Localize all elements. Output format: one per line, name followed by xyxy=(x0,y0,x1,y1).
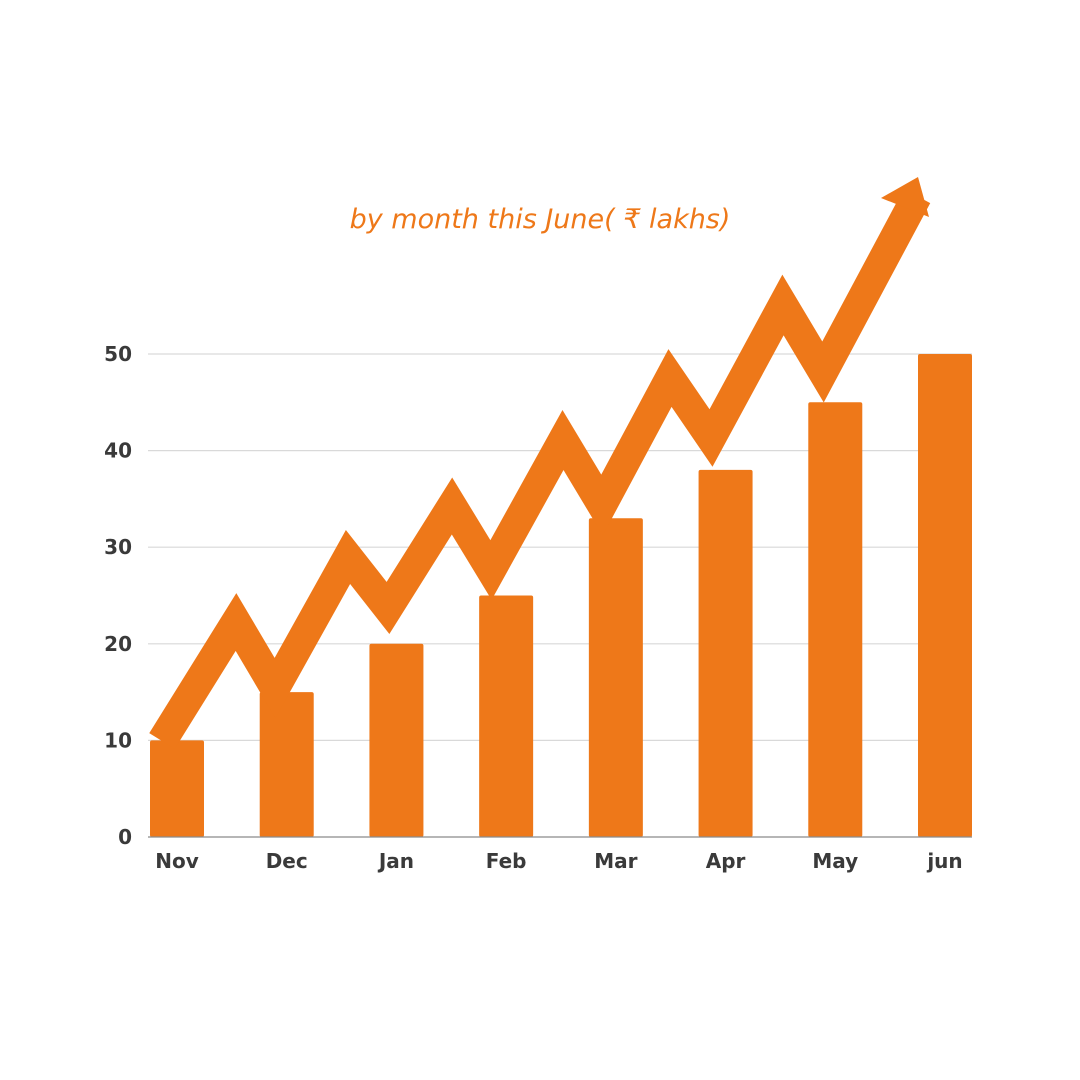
trend-arrowhead xyxy=(881,177,929,217)
chart-subtitle: by month this June( ₹ lakhs) xyxy=(350,204,731,235)
x-category-label: Mar xyxy=(594,849,637,873)
y-axis-ticks: 0 10 20 30 40 50 xyxy=(104,342,132,849)
trend-arrow-line xyxy=(149,188,931,749)
bar-dec xyxy=(259,692,314,837)
bars xyxy=(150,354,972,837)
y-tick-label: 10 xyxy=(104,728,132,752)
y-tick-label: 20 xyxy=(104,632,132,656)
x-category-label: Apr xyxy=(706,849,746,873)
x-category-label: Jan xyxy=(377,849,414,873)
x-category-label: May xyxy=(812,849,858,873)
y-tick-label: 30 xyxy=(104,535,132,559)
bar-apr xyxy=(698,469,753,837)
bar-mar xyxy=(588,518,643,837)
y-tick-label: 0 xyxy=(118,825,132,849)
bar-jan xyxy=(369,643,424,837)
y-tick-label: 50 xyxy=(104,342,132,366)
x-category-label: jun xyxy=(926,849,962,873)
x-category-label: Dec xyxy=(266,849,308,873)
bar-jun xyxy=(918,354,972,837)
bar-nov xyxy=(150,740,204,837)
y-tick-label: 40 xyxy=(104,439,132,463)
x-axis-labels: Nov Dec Jan Feb Mar Apr May jun xyxy=(155,849,962,873)
x-category-label: Nov xyxy=(155,849,199,873)
bar-feb xyxy=(479,595,534,837)
bar-may xyxy=(808,402,863,837)
x-category-label: Feb xyxy=(486,849,527,873)
